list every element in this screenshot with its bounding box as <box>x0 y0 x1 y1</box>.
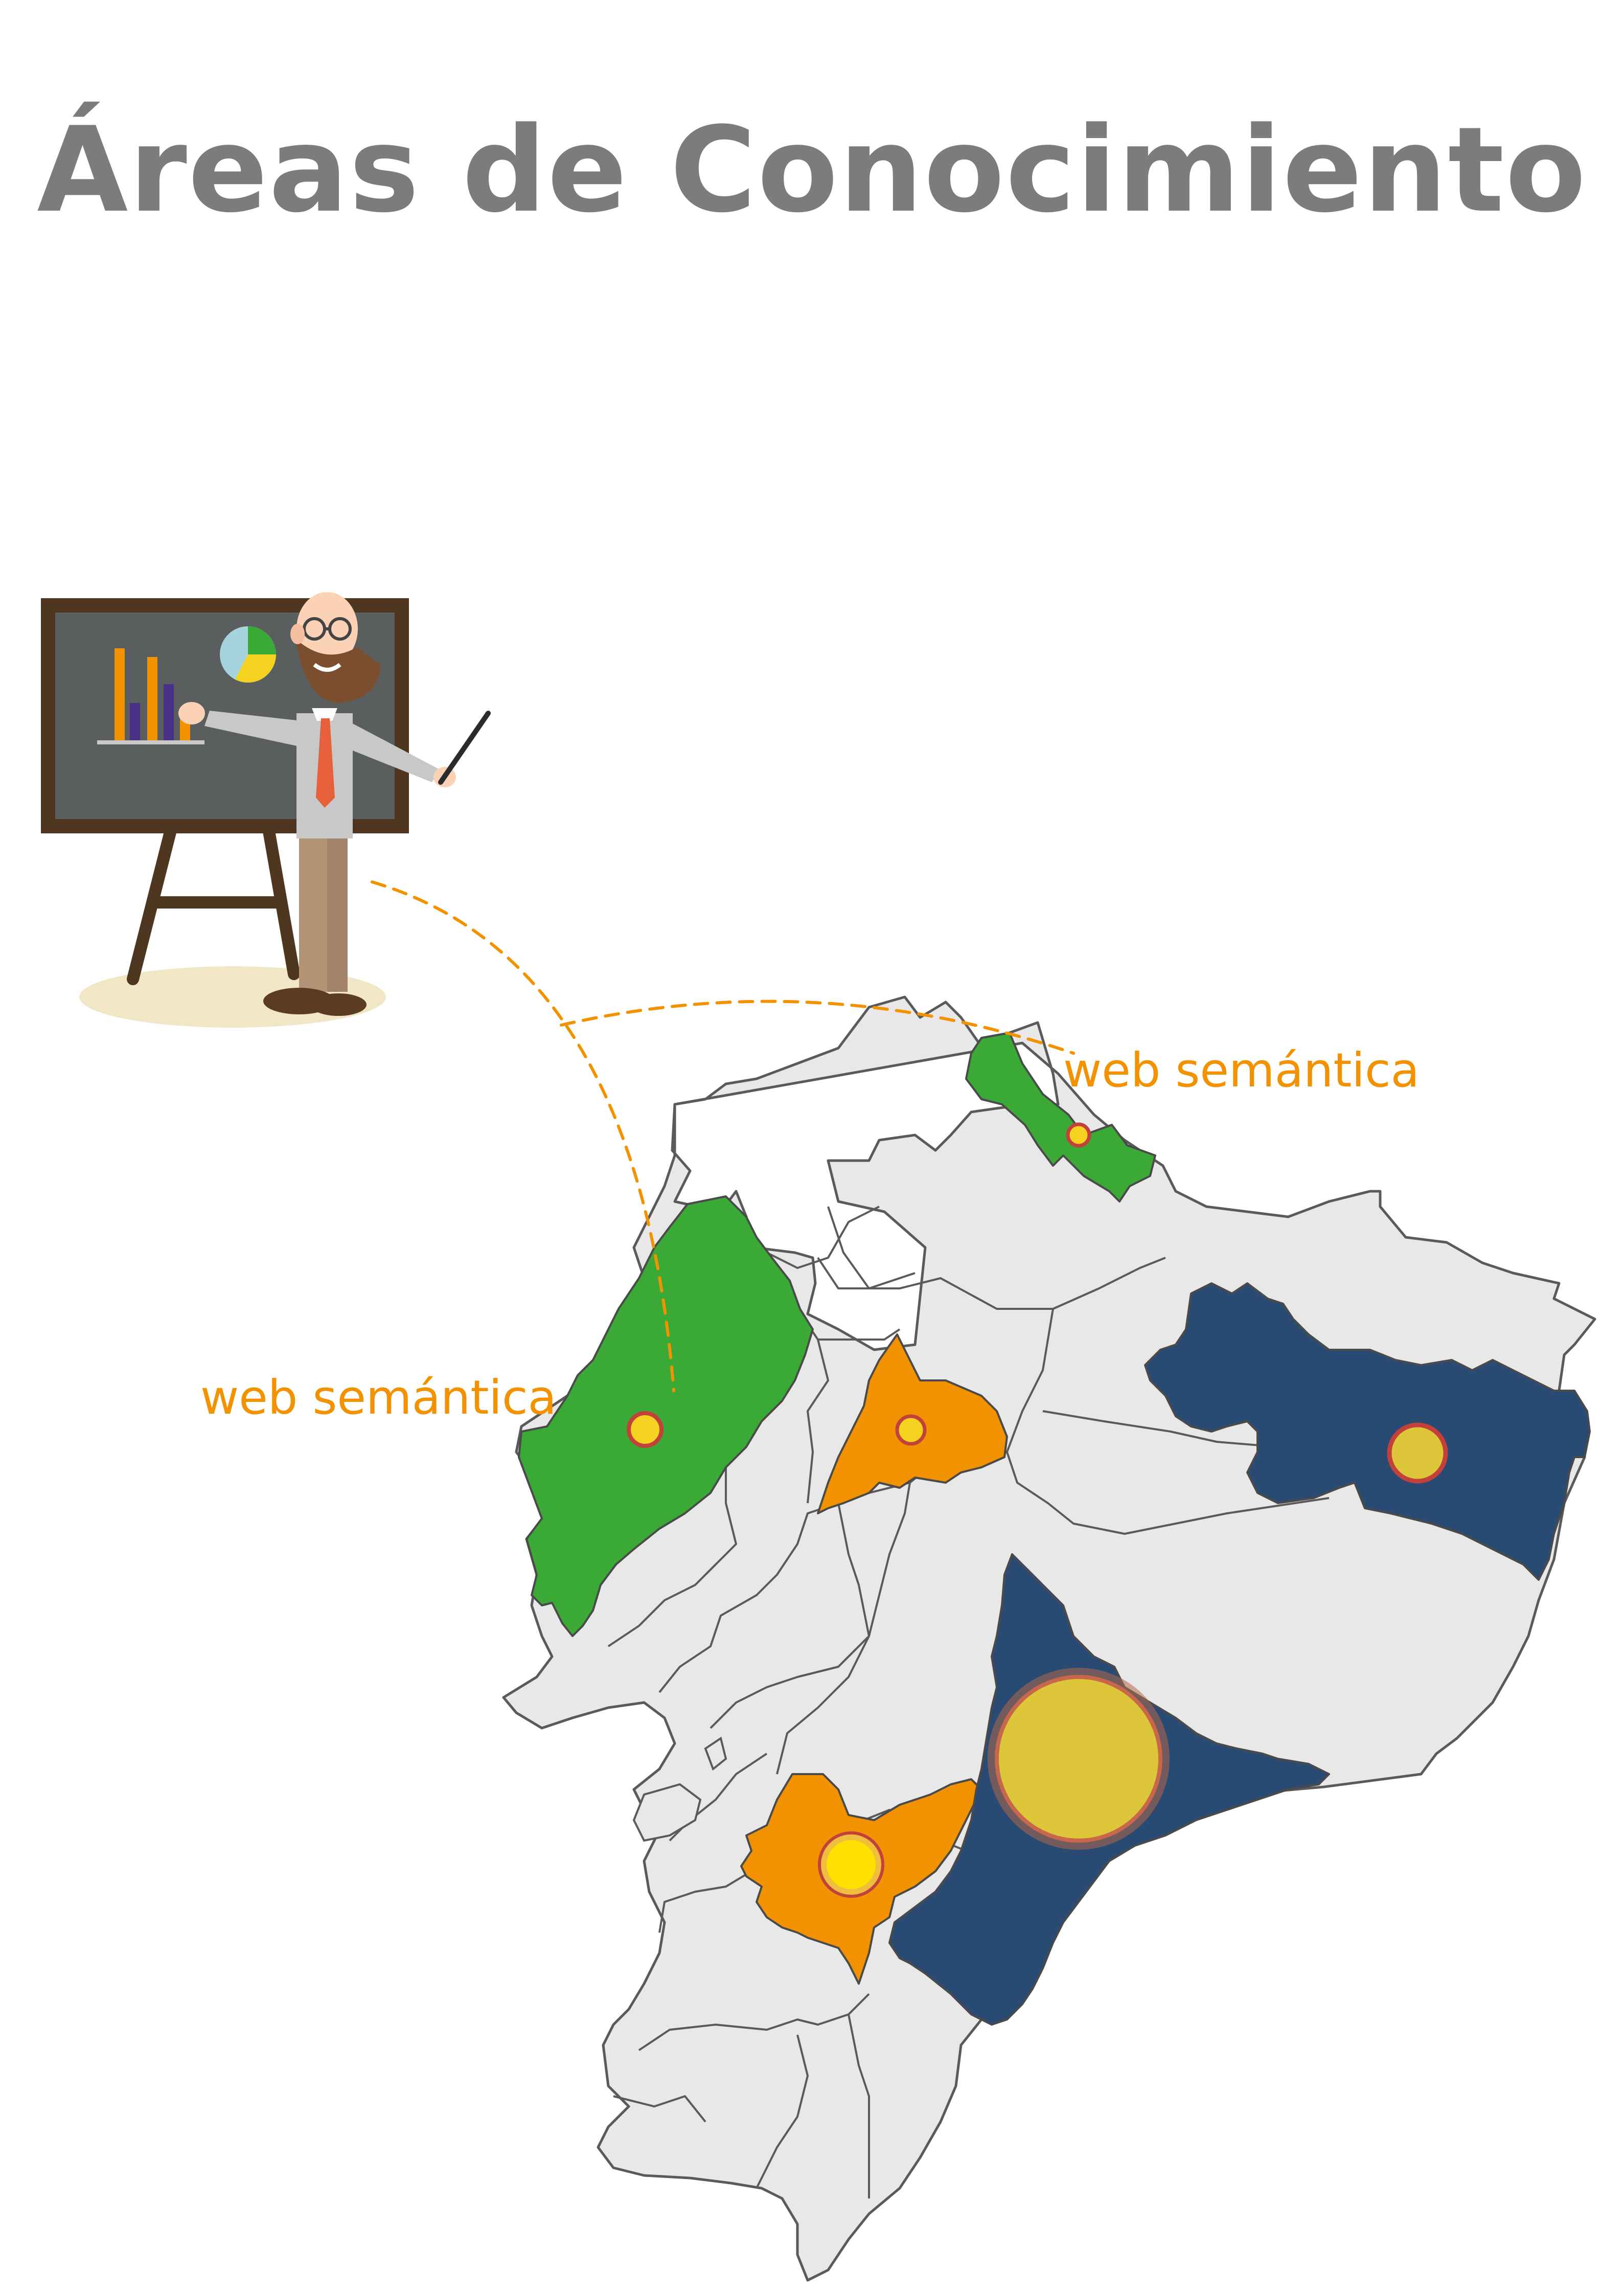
island <box>704 1736 727 1771</box>
map-markers <box>627 1122 1448 1898</box>
province-green-north <box>965 1032 1156 1203</box>
connector-to-coast <box>371 880 675 1392</box>
province-green-coast <box>518 1195 814 1637</box>
province-navy-east <box>1144 1282 1591 1581</box>
presenter-man <box>178 592 491 1016</box>
connector-lines <box>371 880 1075 1392</box>
ecuador-map <box>502 995 1596 2282</box>
pie-chart-icon <box>220 626 276 683</box>
bar-chart-icon <box>97 648 204 744</box>
connector-to-north <box>560 1000 1075 1055</box>
marker-navy-east <box>1387 1422 1448 1484</box>
marker-north <box>1066 1122 1091 1148</box>
label-north: web semántica <box>1063 1043 1420 1098</box>
marker-orange-north <box>895 1414 927 1446</box>
marker-orange-south <box>827 1840 876 1889</box>
marker-coast <box>627 1411 664 1448</box>
presenter-illustration <box>41 592 491 1028</box>
easel-icon <box>127 822 300 985</box>
island <box>632 1783 702 1842</box>
label-coast: web semántica <box>200 1370 557 1425</box>
marker-navy-south <box>995 1675 1162 1843</box>
page-title: Áreas de Conocimiento <box>37 102 1587 239</box>
